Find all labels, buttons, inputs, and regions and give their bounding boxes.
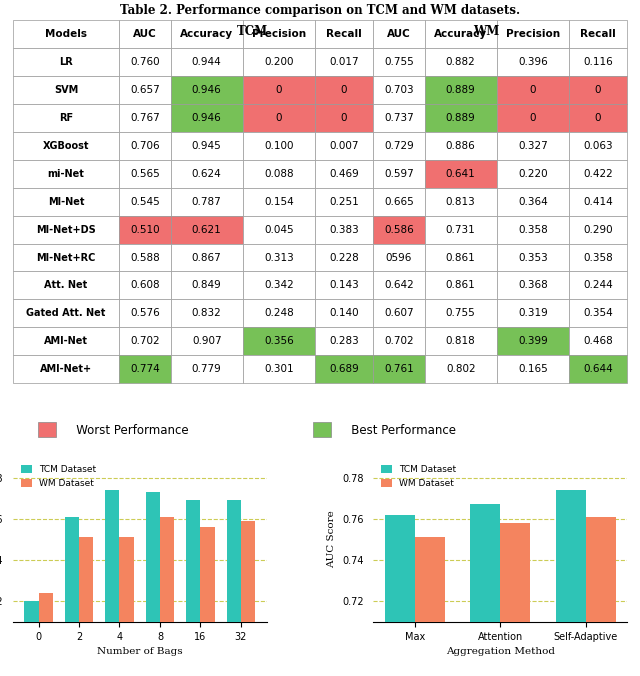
Legend:    Best Performance: Best Performance	[313, 422, 456, 437]
Text: WM: WM	[473, 24, 499, 38]
Bar	[65, 516, 79, 676]
Bar	[38, 593, 52, 676]
Bar	[24, 602, 38, 676]
Bar	[415, 537, 445, 676]
Legend:    Worst Performance: Worst Performance	[38, 422, 189, 437]
X-axis label: Aggregation Method: Aggregation Method	[445, 647, 555, 656]
Bar	[160, 516, 174, 676]
Bar	[146, 492, 160, 676]
Text: Table 2. Performance comparison on TCM and WM datasets.: Table 2. Performance comparison on TCM a…	[120, 3, 520, 17]
Text: TCM: TCM	[237, 24, 268, 38]
Bar	[556, 490, 586, 676]
Bar	[470, 504, 500, 676]
Bar	[385, 514, 415, 676]
Bar	[120, 537, 134, 676]
Bar	[106, 490, 120, 676]
Bar	[79, 537, 93, 676]
Y-axis label: AUC Score: AUC Score	[328, 510, 337, 569]
Bar	[241, 521, 255, 676]
Bar	[186, 500, 200, 676]
Bar	[200, 527, 214, 676]
Legend: TCM Dataset, WM Dataset: TCM Dataset, WM Dataset	[378, 462, 460, 491]
X-axis label: Number of Bags: Number of Bags	[97, 647, 182, 656]
Legend: TCM Dataset, WM Dataset: TCM Dataset, WM Dataset	[17, 462, 100, 491]
Bar	[586, 516, 616, 676]
Bar	[227, 500, 241, 676]
Bar	[500, 523, 530, 676]
